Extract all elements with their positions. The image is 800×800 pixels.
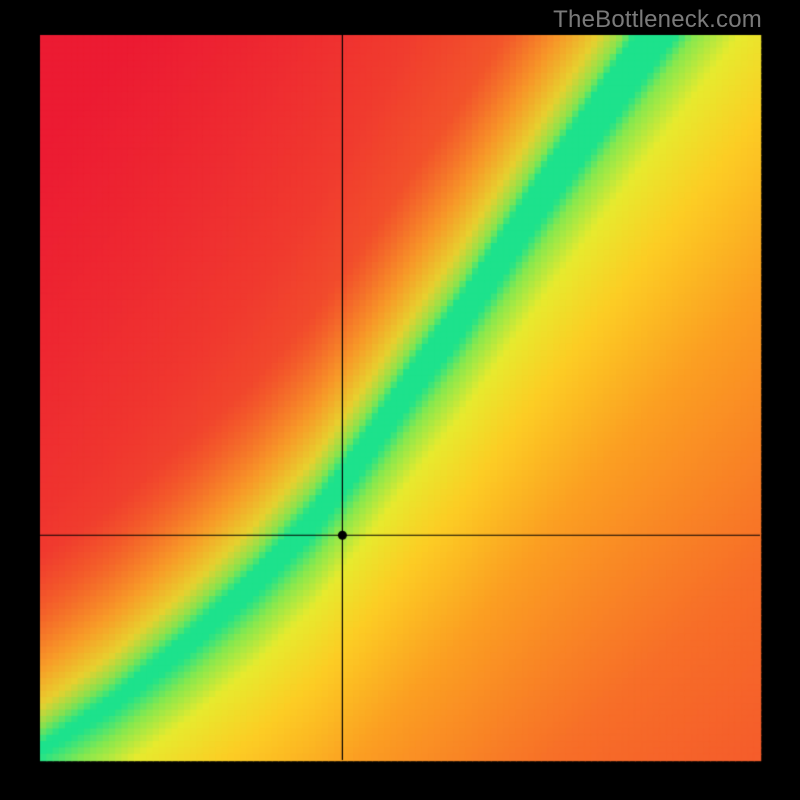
watermark-text: TheBottleneck.com xyxy=(553,6,762,34)
chart-container: TheBottleneck.com xyxy=(0,0,800,800)
heatmap-canvas xyxy=(0,0,800,800)
